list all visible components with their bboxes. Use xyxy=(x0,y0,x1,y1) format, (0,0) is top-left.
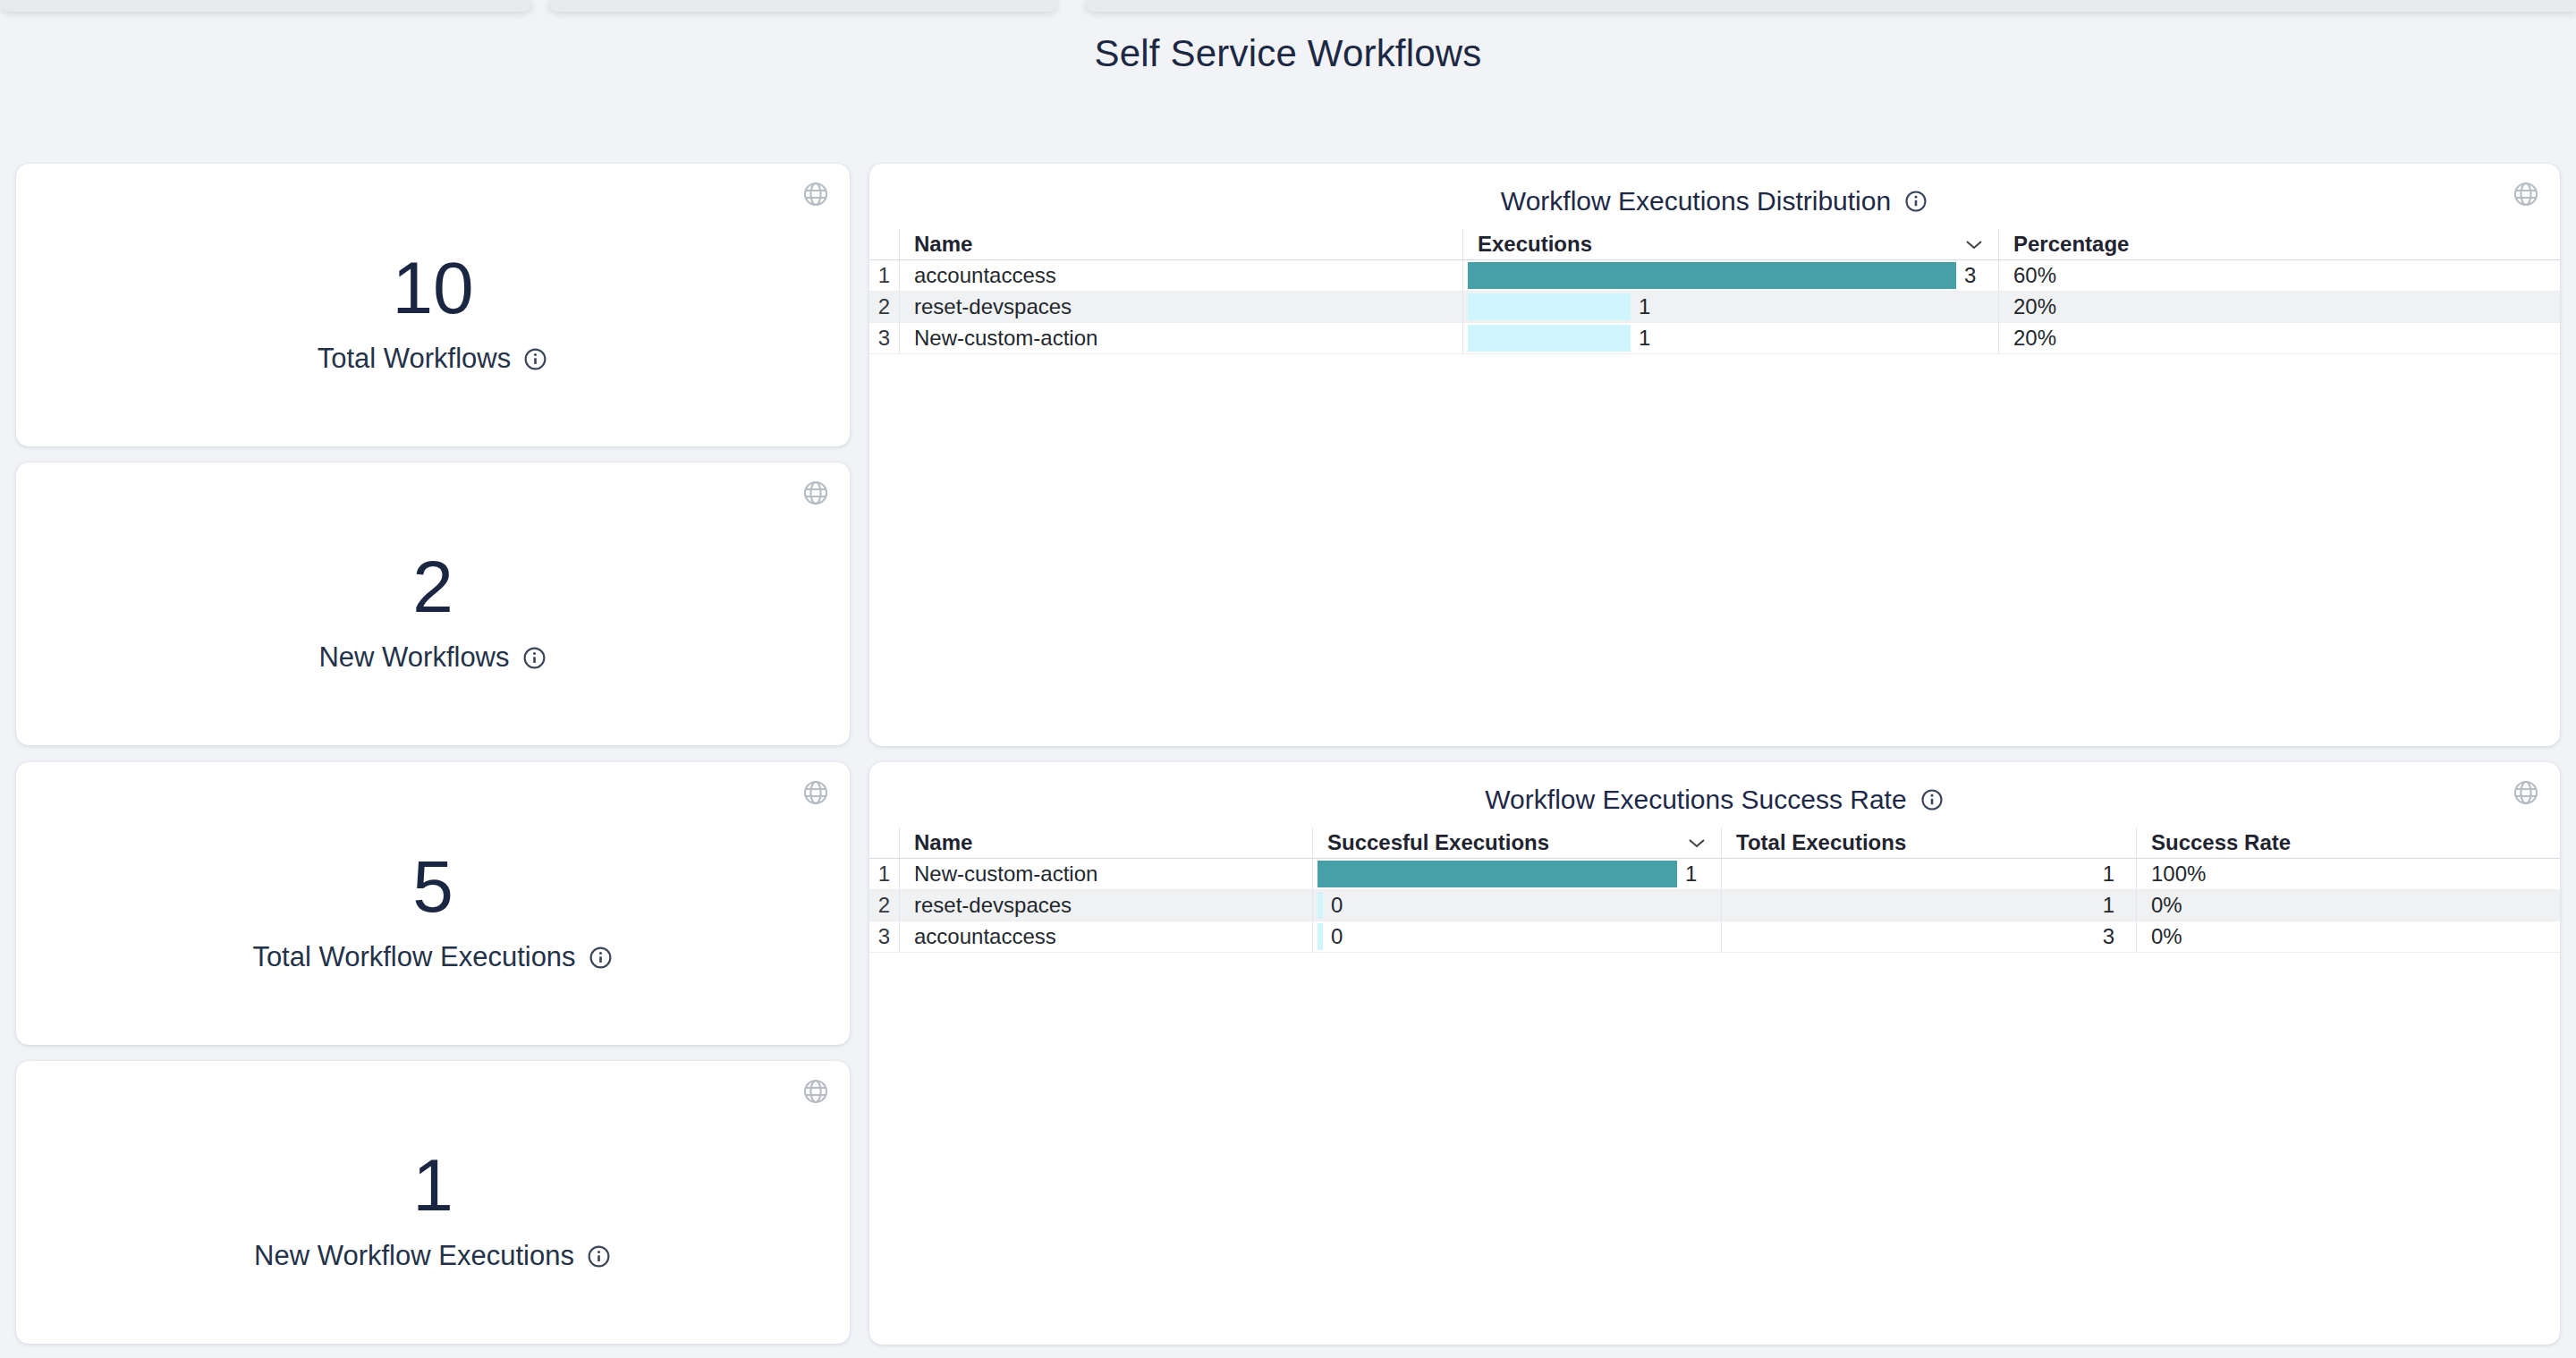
info-icon[interactable] xyxy=(588,945,614,971)
row-index: 2 xyxy=(869,292,899,322)
success-rate-value: 0% xyxy=(2136,921,2560,952)
row-index: 2 xyxy=(869,890,899,921)
column-header-success-rate[interactable]: Success Rate xyxy=(2136,828,2560,858)
bar-value: 1 xyxy=(1685,861,1697,887)
table-row: 1 accountaccess 3 60% xyxy=(869,260,2560,292)
info-icon[interactable] xyxy=(1919,787,1945,812)
info-icon[interactable] xyxy=(586,1243,612,1269)
column-header-executions[interactable]: Executions xyxy=(1462,229,1998,259)
workflow-executions-success-rate-card: Workflow Executions Success Rate Name Su… xyxy=(869,762,2560,1345)
percentage-value: 20% xyxy=(1998,323,2560,353)
table-row: 3 New-custom-action 1 20% xyxy=(869,323,2560,354)
workflow-name: New-custom-action xyxy=(899,323,1462,353)
success-rate-value: 100% xyxy=(2136,859,2560,889)
stat-value: 1 xyxy=(16,1149,850,1222)
stat-value: 2 xyxy=(16,550,850,624)
card-title: Workflow Executions Success Rate xyxy=(1485,785,1906,815)
table-header-row: Name Executions Percentage xyxy=(869,229,2560,260)
total-executions-value: 3 xyxy=(1721,921,2136,952)
executions-bar xyxy=(1468,325,1631,352)
page-title: Self Service Workflows xyxy=(0,32,2576,75)
executions-bar xyxy=(1468,293,1631,320)
table-row: 3 accountaccess 0 3 0% xyxy=(869,921,2560,953)
column-header-total-executions[interactable]: Total Executions xyxy=(1721,828,2136,858)
bar-value: 1 xyxy=(1639,326,1650,351)
stat-card-total-workflow-executions: 5 Total Workflow Executions xyxy=(16,762,850,1045)
dashboard-page: Self Service Workflows 10 Total Workflow… xyxy=(0,0,2576,1358)
row-index: 1 xyxy=(869,859,899,889)
stat-label: New Workflow Executions xyxy=(254,1240,574,1272)
stat-label: Total Workflows xyxy=(318,343,512,375)
table-row: 2 reset-devspaces 1 20% xyxy=(869,292,2560,323)
top-card-remnant xyxy=(1085,0,2576,12)
column-header-succesful-executions[interactable]: Succesful Executions xyxy=(1312,828,1721,858)
row-index: 1 xyxy=(869,260,899,291)
stat-card-total-workflows: 10 Total Workflows xyxy=(16,164,850,446)
stat-label: Total Workflow Executions xyxy=(252,941,575,973)
stat-card-new-workflows: 2 New Workflows xyxy=(16,463,850,745)
successful-executions-bar xyxy=(1318,861,1677,887)
row-index: 3 xyxy=(869,323,899,353)
info-icon[interactable] xyxy=(521,645,547,671)
stat-label: New Workflows xyxy=(318,641,509,674)
stat-value: 10 xyxy=(16,251,850,325)
bar-value: 1 xyxy=(1639,294,1650,319)
total-executions-value: 1 xyxy=(1721,890,2136,921)
successful-executions-bar xyxy=(1318,892,1323,919)
table-row: 2 reset-devspaces 0 1 0% xyxy=(869,890,2560,921)
successful-executions-bar xyxy=(1318,923,1323,950)
column-header-name[interactable]: Name xyxy=(899,229,1462,259)
executions-distribution-table: Name Executions Percentage 1 accountacce… xyxy=(869,229,2560,354)
row-index: 3 xyxy=(869,921,899,952)
workflow-name: reset-devspaces xyxy=(899,292,1462,322)
stat-value: 5 xyxy=(16,850,850,923)
success-rate-table: Name Succesful Executions Total Executio… xyxy=(869,828,2560,953)
info-icon[interactable] xyxy=(522,346,548,372)
globe-icon[interactable] xyxy=(801,1077,830,1106)
workflow-name: accountaccess xyxy=(899,260,1462,291)
stat-card-new-workflow-executions: 1 New Workflow Executions xyxy=(16,1061,850,1344)
sort-chevron-down-icon[interactable] xyxy=(1687,837,1707,849)
workflow-name: accountaccess xyxy=(899,921,1312,952)
globe-icon[interactable] xyxy=(801,180,830,208)
percentage-value: 60% xyxy=(1998,260,2560,291)
success-rate-value: 0% xyxy=(2136,890,2560,921)
executions-bar xyxy=(1468,262,1956,289)
workflow-name: New-custom-action xyxy=(899,859,1312,889)
top-card-remnant xyxy=(0,0,532,12)
table-header-row: Name Succesful Executions Total Executio… xyxy=(869,828,2560,859)
sort-chevron-down-icon[interactable] xyxy=(1964,239,1984,250)
card-title: Workflow Executions Distribution xyxy=(1501,186,1891,216)
bar-value: 0 xyxy=(1331,893,1343,918)
total-executions-value: 1 xyxy=(1721,859,2136,889)
top-card-remnant xyxy=(548,0,1058,12)
workflow-executions-distribution-card: Workflow Executions Distribution Name Ex… xyxy=(869,164,2560,746)
bar-value: 0 xyxy=(1331,924,1343,949)
globe-icon[interactable] xyxy=(801,479,830,507)
bar-value: 3 xyxy=(1964,263,1976,288)
column-header-percentage[interactable]: Percentage xyxy=(1998,229,2560,259)
workflow-name: reset-devspaces xyxy=(899,890,1312,921)
info-icon[interactable] xyxy=(1903,189,1928,214)
globe-icon[interactable] xyxy=(801,778,830,807)
table-row: 1 New-custom-action 1 1 100% xyxy=(869,859,2560,890)
column-header-name[interactable]: Name xyxy=(899,828,1312,858)
percentage-value: 20% xyxy=(1998,292,2560,322)
